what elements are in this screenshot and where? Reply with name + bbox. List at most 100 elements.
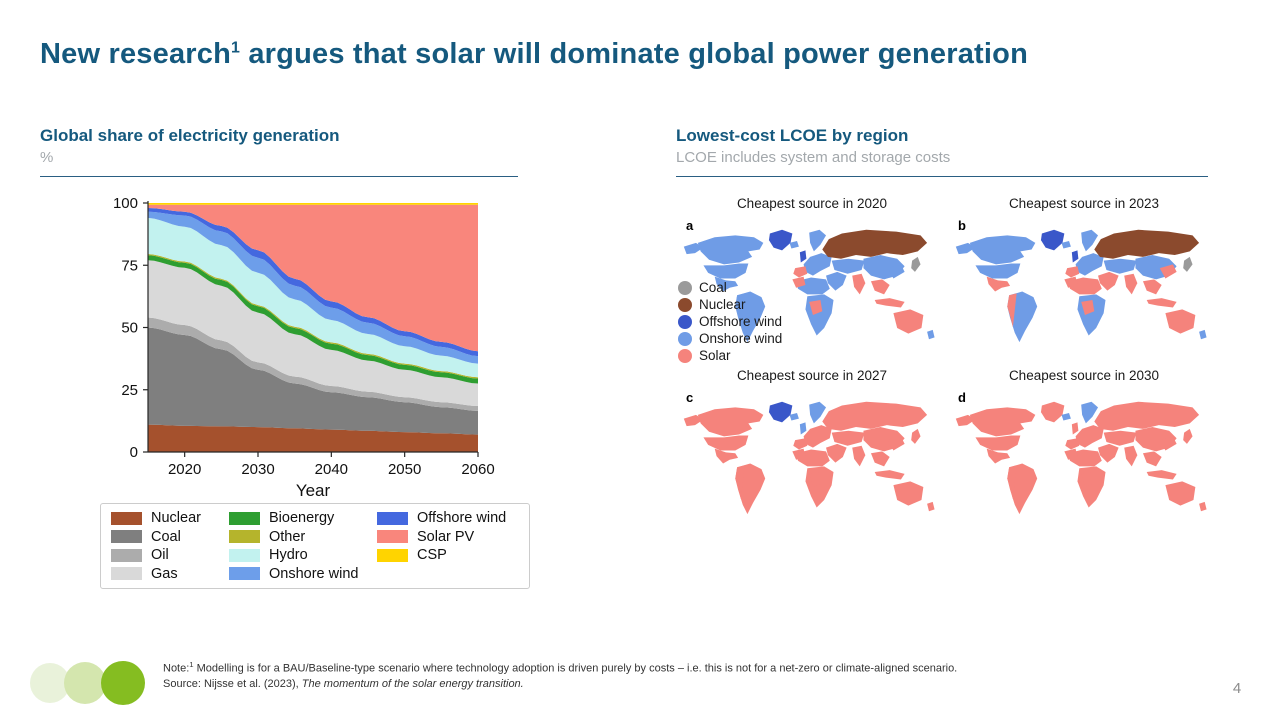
page-title-footnote-marker: 1	[231, 39, 241, 57]
right-panel-divider	[676, 176, 1208, 177]
region-india	[852, 445, 866, 467]
region-australia	[893, 309, 924, 334]
region-scandinavia	[1081, 401, 1099, 424]
page-number: 4	[1232, 680, 1242, 697]
region-iceland	[1061, 413, 1071, 421]
lcoe-maps-grid: Cheapest source in 2020 a Cheapest source …	[676, 196, 1220, 540]
legend-item-coal: Coal	[111, 528, 229, 547]
region-mexico	[714, 276, 739, 292]
region-russia	[822, 401, 928, 431]
map-panel-d: Cheapest source in 2030 d	[948, 368, 1220, 540]
legend-item-gas: Gas	[111, 565, 229, 584]
region-usa	[703, 435, 749, 451]
x-axis-label: Year	[296, 481, 331, 500]
map-legend-dot	[678, 314, 692, 329]
region-uk	[799, 422, 807, 435]
legend-swatch	[377, 511, 408, 525]
legend-swatch	[111, 511, 142, 525]
area-band-coal	[148, 327, 478, 435]
region-china_east	[1159, 436, 1177, 451]
region-china_east	[887, 264, 905, 279]
legend-label: Offshore wind	[417, 510, 507, 527]
region-andes	[735, 465, 745, 500]
world-map-b	[955, 229, 1207, 343]
legend-swatch	[377, 548, 408, 562]
x-tick-label: 2040	[315, 461, 348, 478]
region-se_asia	[870, 279, 890, 295]
x-tick-label: 2020	[168, 461, 201, 478]
region-indonesia	[874, 298, 905, 308]
region-alaska	[683, 414, 704, 427]
region-russia	[822, 229, 928, 259]
page-title-text-cont: argues that solar will dominate global p…	[240, 38, 1028, 70]
region-usa	[975, 263, 1021, 279]
region-japan	[911, 428, 921, 444]
map-legend-dot	[678, 331, 692, 346]
region-australia	[1165, 481, 1196, 506]
region-greenland	[1040, 401, 1065, 423]
region-se_asia	[1142, 451, 1162, 467]
map-legend-label: Onshore wind	[699, 331, 783, 346]
region-iceland	[1061, 241, 1071, 249]
area-band-bioenergy	[148, 255, 478, 384]
note-footnote-marker: 1	[189, 660, 194, 669]
map-legend-item-onshore: Onshore wind	[678, 331, 782, 346]
legend-item-nuclear: Nuclear	[111, 509, 229, 528]
region-iberia	[793, 438, 808, 450]
region-japan	[911, 256, 921, 272]
area-band-solar-pv	[148, 204, 478, 352]
map-legend-item-coal: Coal	[678, 280, 782, 295]
region-canada	[969, 407, 1036, 437]
legend-label: Oil	[151, 547, 169, 564]
map-panel-letter: c	[686, 390, 694, 405]
map-legend-dot	[678, 280, 692, 295]
footnote-block: Note:1 Modelling is for a BAU/Baseline-t…	[163, 660, 1153, 693]
y-tick-label: 50	[121, 320, 138, 337]
region-mexico	[986, 276, 1011, 292]
map-panel-title: Cheapest source in 2030	[1008, 368, 1160, 383]
legend-swatch	[229, 530, 260, 544]
x-tick-label: 2030	[241, 461, 274, 478]
legend-item-solar-pv: Solar PV	[377, 528, 521, 547]
page-title: New research1 argues that solar will dom…	[40, 38, 1220, 71]
source-prefix: Source: Nijsse et al. (2023),	[163, 678, 302, 691]
region-new_zealand	[927, 329, 935, 340]
region-europe	[803, 253, 832, 276]
map-panel-c: Cheapest source in 2027 c	[676, 368, 948, 540]
legend-swatch	[111, 530, 142, 544]
region-greenland	[768, 401, 793, 423]
area-band-hydro	[148, 217, 478, 378]
map-legend: Coal Nuclear Offshore wind Onshore wind Sola…	[678, 280, 782, 363]
region-middle_east	[826, 271, 847, 291]
legend-item-hydro: Hydro	[229, 546, 377, 565]
region-australia	[1165, 309, 1196, 334]
region-new_zealand	[1199, 329, 1207, 340]
region-scandinavia	[809, 229, 827, 252]
map-panel-title: Cheapest source in 2020	[736, 196, 888, 211]
legend-label: Onshore wind	[269, 565, 359, 582]
world-map-a	[683, 229, 935, 343]
y-tick-label: 100	[113, 195, 138, 212]
region-indonesia	[1146, 470, 1177, 480]
region-canada	[969, 235, 1036, 265]
legend-label: Coal	[151, 528, 181, 545]
region-russia	[1094, 401, 1200, 431]
region-middle_east	[1098, 271, 1119, 291]
region-iceland	[789, 413, 799, 421]
map-panel-title: Cheapest source in 2023	[1008, 196, 1160, 211]
region-usa	[703, 263, 749, 279]
legend-swatch	[111, 567, 142, 581]
area-band-csp	[148, 203, 478, 205]
region-se_asia	[870, 451, 890, 467]
legend-label: Bioenergy	[269, 510, 335, 527]
legend-swatch	[111, 548, 142, 562]
legend-swatch	[229, 548, 260, 562]
region-congo	[809, 299, 823, 315]
region-maghreb	[792, 276, 806, 288]
map-panel-a: Cheapest source in 2020 a	[676, 196, 948, 368]
region-scandinavia	[809, 401, 827, 424]
region-uk	[1071, 250, 1079, 263]
map-panel-letter: d	[958, 390, 966, 405]
y-tick-label: 25	[121, 382, 138, 399]
